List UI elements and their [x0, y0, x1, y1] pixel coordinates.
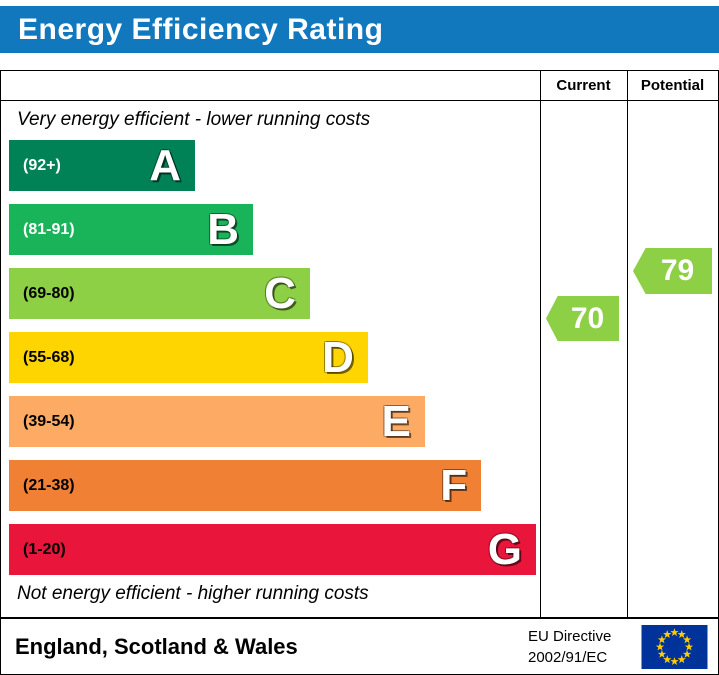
band-row-a: (92+) A: [9, 140, 536, 191]
band-row-f: (21-38) F: [9, 460, 536, 511]
band-row-e: (39-54) E: [9, 396, 536, 447]
band-letter: A: [149, 140, 182, 190]
band-c-bar: (69-80) C: [9, 268, 310, 319]
page-title: Energy Efficiency Rating: [18, 13, 384, 46]
potential-indicator: 79: [633, 248, 712, 294]
eu-directive-label: EU Directive 2002/91/EC: [528, 626, 611, 668]
rating-bands: (92+) A (81-91) B (69-80) C (55-68): [9, 140, 536, 588]
potential-column-header: Potential: [640, 77, 705, 94]
potential-value: 79: [660, 254, 695, 287]
current-value: 70: [570, 301, 605, 335]
band-letter: F: [440, 460, 468, 510]
chart-title-bar: Energy Efficiency Rating: [0, 6, 719, 53]
band-letter: E: [381, 396, 411, 446]
band-d-bar: (55-68) D: [9, 332, 368, 383]
region-label: England, Scotland & Wales: [15, 634, 298, 659]
band-range: (81-91): [23, 220, 75, 238]
eu-directive-line2: 2002/91/EC: [528, 649, 608, 666]
band-b-bar: (81-91) B: [9, 204, 253, 255]
band-a-bar: (92+) A: [9, 140, 196, 191]
band-range: (1-20): [23, 540, 66, 558]
column-header-row: [1, 71, 718, 101]
bottom-note: Not energy efficient - higher running co…: [17, 583, 369, 604]
band-f-bar: (21-38) F: [9, 460, 482, 511]
band-letter: G: [487, 524, 522, 574]
band-range: (21-38): [23, 476, 75, 494]
band-row-c: (69-80) C: [9, 268, 536, 319]
band-letter: B: [207, 204, 239, 254]
current-indicator: 70: [546, 296, 619, 341]
band-row-b: (81-91) B: [9, 204, 536, 255]
band-range: (55-68): [23, 348, 75, 366]
eu-directive-line1: EU Directive: [528, 628, 612, 645]
potential-column-divider: [627, 71, 628, 617]
eu-flag-icon: [641, 625, 708, 669]
band-row-d: (55-68) D: [9, 332, 536, 383]
rating-chart: Current Potential Very energy efficient …: [0, 70, 719, 618]
band-letter: D: [322, 332, 354, 382]
band-range: (69-80): [23, 284, 75, 302]
band-e-bar: (39-54) E: [9, 396, 425, 447]
current-column-header: Current: [556, 77, 611, 94]
band-row-g: (1-20) G: [9, 524, 536, 575]
band-g-bar: (1-20) G: [9, 524, 536, 575]
band-letter: C: [264, 268, 296, 318]
band-range: (39-54): [23, 412, 75, 430]
current-column-divider: [540, 71, 541, 617]
top-note: Very energy efficient - lower running co…: [17, 109, 371, 130]
band-range: (92+): [23, 156, 61, 174]
footer-bar: England, Scotland & Wales EU Directive 2…: [0, 618, 719, 675]
